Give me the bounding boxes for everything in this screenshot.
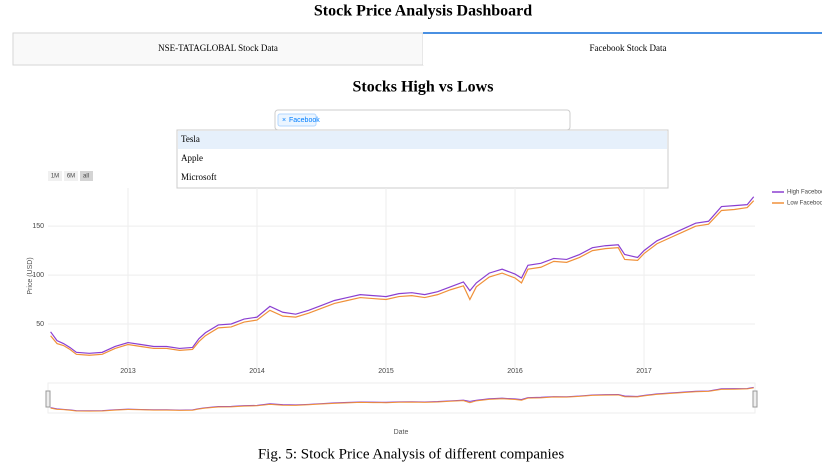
x-tick-label: 2013: [120, 368, 136, 375]
range-button[interactable]: [80, 171, 93, 181]
legend-label: High Facebook: [787, 190, 822, 196]
range-button-label[interactable]: 6M: [67, 174, 75, 180]
y-tick-label: 50: [36, 321, 44, 328]
x-tick-label: 2016: [507, 368, 523, 375]
chart-title: Stocks High vs Lows: [353, 79, 494, 96]
slider-line: [50, 387, 754, 412]
option[interactable]: Tesla: [181, 134, 200, 144]
range-button[interactable]: [64, 171, 78, 181]
tag[interactable]: [277, 113, 317, 127]
y-tick-label: 100: [32, 272, 44, 279]
x-axis-label: Date: [394, 429, 409, 436]
tab-label[interactable]: NSE-TATAGLOBAL Stock Data: [158, 43, 278, 53]
x-tick-label: 2015: [378, 368, 394, 375]
page-title: Stock Price Analysis Dashboard: [314, 3, 532, 20]
y-axis-label: Price (USD): [27, 257, 34, 294]
line-series: [50, 200, 755, 356]
y-tick-label: 150: [32, 223, 44, 230]
line-series: [50, 196, 755, 354]
caption: Fig. 5: Stock Price Analysis of differen…: [258, 446, 565, 462]
tab[interactable]: [12, 32, 424, 66]
option-highlight: [178, 131, 667, 149]
tab-active[interactable]: [423, 33, 822, 65]
legend-label: Low Facebook: [787, 201, 822, 207]
range-slider[interactable]: [47, 382, 756, 414]
x-tick-label: 2014: [249, 368, 265, 375]
option[interactable]: Microsoft: [181, 172, 217, 182]
range-button-label[interactable]: all: [83, 174, 89, 180]
tag-label: Facebook: [289, 117, 320, 124]
range-button[interactable]: [48, 171, 62, 181]
x-tick-label: 2017: [636, 368, 652, 375]
tab-label[interactable]: Facebook Stock Data: [590, 43, 667, 53]
tag-remove[interactable]: ×: [282, 117, 286, 124]
slider-handle[interactable]: [45, 390, 51, 408]
slider-handle[interactable]: [752, 390, 758, 408]
range-button-label[interactable]: 1M: [51, 174, 59, 180]
option[interactable]: Apple: [181, 153, 203, 163]
